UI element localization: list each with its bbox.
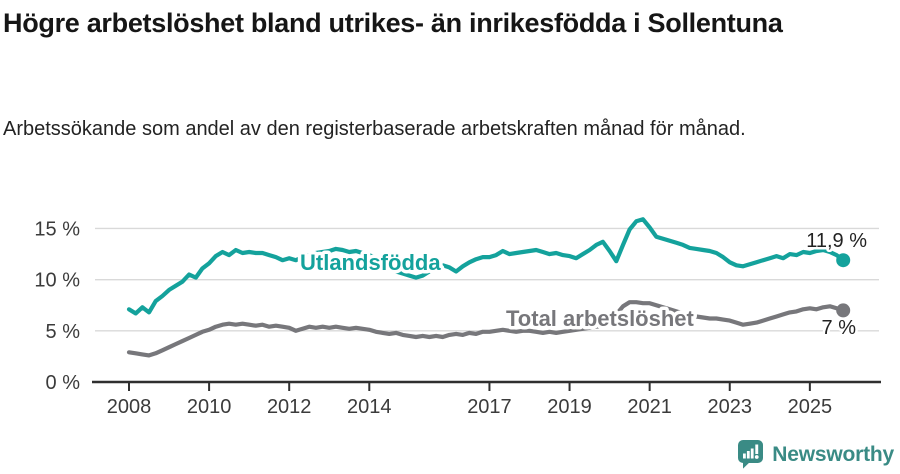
- chart-title: Högre arbetslöshet bland utrikes- än inr…: [3, 8, 783, 38]
- y-axis-label: 0 %: [46, 372, 81, 394]
- series-end-dot-utlandsf-dda: [836, 253, 851, 268]
- series-line-utlandsf-dda: [126, 217, 846, 316]
- series-label-total-arbetsl-shet: Total arbetslöshet: [506, 306, 695, 331]
- y-axis-label: 5 %: [46, 321, 81, 343]
- x-axis-label: 2014: [347, 396, 392, 418]
- newsworthy-logo: Newsworthy: [738, 440, 894, 469]
- chart-subtitle: Arbetssökande som andel av den registerb…: [3, 118, 746, 140]
- series-end-dot-total-arbetsl-shet: [836, 303, 851, 318]
- line-chart: 0 % 5 % 10 % 15 % 2008 2010 2012 2014 2017 2019 20…: [34, 217, 881, 418]
- x-axis-label: 2008: [107, 396, 152, 418]
- newsworthy-bars-icon: [738, 440, 764, 469]
- series-value-label-utlandsf-dda: 11,9 %: [806, 230, 867, 252]
- x-axis-label: 2023: [708, 396, 753, 418]
- x-axis-label: 2025: [788, 396, 833, 418]
- y-axis-label: 10 %: [34, 270, 80, 292]
- y-axis-label: 15 %: [34, 218, 80, 240]
- x-axis-label: 2019: [547, 396, 592, 418]
- x-axis-label: 2017: [467, 396, 512, 418]
- newsworthy-logo-text: Newsworthy: [772, 442, 894, 466]
- x-axis-label: 2012: [267, 396, 312, 418]
- series-value-label-total-arbetsl-shet: 7 %: [822, 317, 857, 339]
- series-label-utlandsf-dda: Utlandsfödda: [300, 250, 441, 275]
- series-line-total-arbetsl-shet: [126, 300, 846, 358]
- x-axis-label: 2010: [187, 396, 232, 418]
- x-axis-label: 2021: [627, 396, 672, 418]
